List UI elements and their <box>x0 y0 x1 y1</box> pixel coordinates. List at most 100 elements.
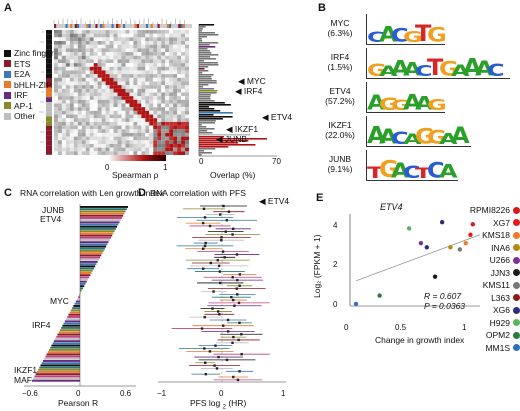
heatmap-cell <box>113 59 118 64</box>
heatmap-cell <box>129 63 134 67</box>
heatmap-cell <box>145 37 150 42</box>
top-strip-cell <box>146 24 149 28</box>
heatmap-cell <box>65 52 70 56</box>
cell-line-label: U266 <box>489 255 510 266</box>
heatmap-cell <box>165 118 170 122</box>
heatmap-cell <box>141 48 146 53</box>
heatmap-cell <box>61 70 66 75</box>
heatmap-cell <box>73 151 78 155</box>
top-strip-cell <box>113 24 117 28</box>
motif-letter: G <box>427 24 445 45</box>
heatmap-cell <box>169 110 174 115</box>
heatmap-cell <box>165 143 170 148</box>
heatmap-cell <box>85 143 90 148</box>
heatmap-cell <box>54 132 58 137</box>
cell-line-dot <box>513 256 520 264</box>
heatmap-cell <box>101 37 106 42</box>
heatmap-cell <box>181 121 186 126</box>
callout-ikzf1: ◀ IKZF1 <box>226 124 259 134</box>
heatmap-cell <box>125 59 130 64</box>
heatmap-cell <box>117 88 122 93</box>
heatmap-cell <box>81 37 86 42</box>
heatmap-cell <box>57 92 62 97</box>
heatmap-cell <box>173 66 178 71</box>
heatmap-cell <box>77 88 82 93</box>
heatmap-cell <box>185 48 189 53</box>
top-strip-cell <box>164 24 167 28</box>
heatmap-cell <box>77 107 82 111</box>
heatmap-cell <box>141 66 146 71</box>
hr-point <box>223 256 226 259</box>
pearson-bar <box>80 208 127 211</box>
heatmap-cell <box>173 92 178 97</box>
pearson-bar <box>80 228 116 230</box>
heatmap-cell <box>181 66 186 71</box>
heatmap-cell <box>121 107 126 111</box>
overlap-bar <box>199 38 202 40</box>
heatmap-cell <box>89 136 94 141</box>
heatmap-cell <box>165 103 170 108</box>
heatmap-cell <box>101 129 106 133</box>
heatmap-cell <box>185 129 189 133</box>
top-strip-cell <box>58 24 61 28</box>
motif-letter: A <box>403 131 422 147</box>
heatmap-cell <box>117 136 122 141</box>
pearson-bar <box>80 272 92 274</box>
heatmap-cell <box>181 107 186 111</box>
pearson-bar <box>80 230 115 233</box>
overlap-bar <box>199 44 210 46</box>
heatmap-cell <box>77 70 82 75</box>
heatmap-cell <box>101 136 106 141</box>
heatmap-cell <box>145 147 150 152</box>
heatmap-cell <box>129 92 134 97</box>
heatmap-cell <box>93 125 98 130</box>
heatmap-cell <box>69 63 74 67</box>
heatmap-cell <box>169 81 174 86</box>
side-strip-cell <box>46 82 52 88</box>
side-strip-cell <box>46 140 52 146</box>
cell-line-item: H929 <box>466 317 520 330</box>
heatmap-cell <box>121 59 126 64</box>
overlap-bar <box>199 104 231 106</box>
heatmap-cell <box>125 143 130 148</box>
heatmap-cell <box>81 129 86 133</box>
heatmap-cell <box>137 30 142 34</box>
heatmap-cell <box>165 92 170 97</box>
cell-line-dot <box>513 306 520 314</box>
heatmap-cell <box>77 103 82 108</box>
hr-point <box>224 230 227 233</box>
heatmap-cell <box>185 110 189 115</box>
top-strip-cell <box>70 24 73 28</box>
heatmap-cell <box>165 44 170 49</box>
heatmap-cell <box>65 74 70 78</box>
hr-point <box>219 281 222 285</box>
heatmap-cell <box>129 88 134 93</box>
heatmap-cell <box>165 132 170 137</box>
heatmap-cell <box>113 99 118 104</box>
heatmap-cell <box>181 125 186 130</box>
hr-point <box>204 241 207 245</box>
overlap-bar <box>199 72 203 74</box>
heatmap-cell <box>153 88 158 93</box>
heatmap-cell <box>77 129 82 133</box>
overlap-bar <box>199 50 210 52</box>
overlap-bar <box>199 108 215 110</box>
heatmap-cell <box>101 70 106 75</box>
heatmap-cell <box>177 99 182 104</box>
legend-label: ETS <box>14 58 31 69</box>
pearson-bar <box>51 344 80 347</box>
side-strip-cell <box>46 68 52 74</box>
heatmap-cell <box>73 96 78 100</box>
heatmap-cell <box>145 66 150 71</box>
heatmap-cell <box>157 66 162 71</box>
heatmap-cell <box>177 118 182 122</box>
heatmap-cell <box>61 136 66 141</box>
heatmap-cell <box>169 136 174 141</box>
overlap-bar <box>199 68 205 70</box>
data-point <box>418 240 424 246</box>
callout-irf4: ◀ IRF4 <box>235 86 263 96</box>
heatmap-cell <box>129 107 134 111</box>
hr-point <box>218 313 221 316</box>
heatmap-cell <box>73 85 78 89</box>
heatmap-cell <box>57 121 62 126</box>
